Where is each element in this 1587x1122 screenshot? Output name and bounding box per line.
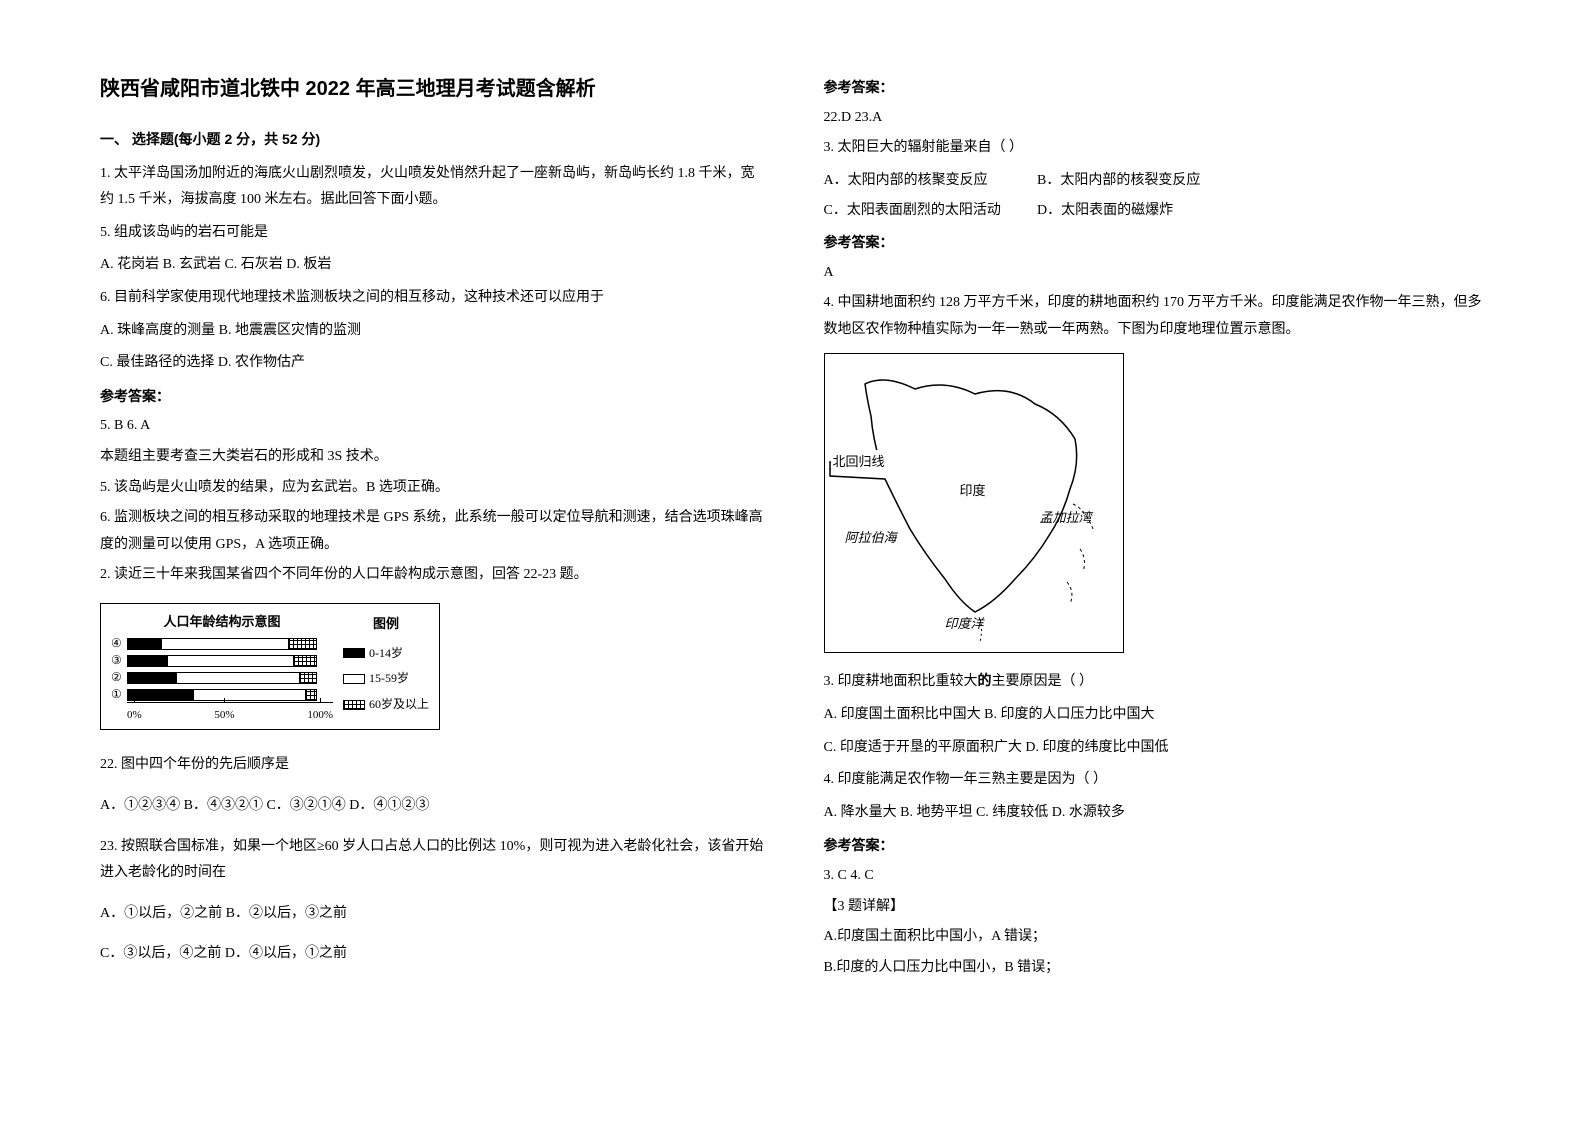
bar-seg-0-14 (128, 655, 168, 667)
q3-opts-row2: C．太阳表面剧烈的太阳活动 D．太阳表面的磁爆炸 (824, 198, 1488, 225)
bar-seg-0-14 (128, 672, 177, 684)
q3-opts-row1: A．太阳内部的核聚变反应 B．太阳内部的核裂变反应 (824, 168, 1488, 195)
q4-sub4: 4. 印度能满足农作物一年三熟主要是因为（ ） (824, 767, 1488, 794)
axis-tick-50: 50% (214, 705, 234, 726)
chart-title: 人口年龄结构示意图 (111, 610, 333, 635)
legend-swatch-hatched (343, 700, 365, 710)
q1-sub5: 5. 组成该岛屿的岩石可能是 (100, 220, 764, 247)
legend-item-60plus: 60岁及以上 (343, 693, 429, 716)
q1-exp2: 5. 该岛屿是火山喷发的结果，应为玄武岩。B 选项正确。 (100, 475, 764, 502)
section-heading: 一、 选择题(每小题 2 分，共 52 分) (100, 126, 764, 153)
legend-label-60plus: 60岁及以上 (369, 693, 429, 716)
q22: 22. 图中四个年份的先后顺序是 (100, 752, 764, 779)
q3-opt-c: C．太阳表面剧烈的太阳活动 (824, 198, 1034, 225)
q1-exp1: 本题组主要考查三大类岩石的形成和 3S 技术。 (100, 444, 764, 471)
bar-seg-60plus (306, 689, 317, 701)
q3-opt-b: B．太阳内部的核裂变反应 (1037, 173, 1200, 188)
q1-sub6-opts-a: A. 珠峰高度的测量 B. 地震震区灾情的监测 (100, 318, 764, 345)
q1-sub5-opts: A. 花岗岩 B. 玄武岩 C. 石灰岩 D. 板岩 (100, 252, 764, 279)
left-column: 陕西省咸阳市道北铁中 2022 年高三地理月考试题含解析 一、 选择题(每小题 … (100, 70, 764, 1052)
q1-sub6: 6. 目前科学家使用现代地理技术监测板块之间的相互移动，这种技术还可以应用于 (100, 285, 764, 312)
bar-seg-15-59 (162, 638, 289, 650)
q1-answer: 5. B 6. A (100, 413, 764, 440)
q22-opts: A．①②③④ B．④③②① C．③②①④ D．④①②③ (100, 793, 764, 820)
axis-tick-0: 0% (127, 705, 142, 726)
chart-legend: 图例 0-14岁 15-59岁 60岁及以上 (343, 612, 429, 716)
q4-sub4-opts: A. 降水量大 B. 地势平坦 C. 纬度较低 D. 水源较多 (824, 800, 1488, 827)
legend-item-15-59: 15-59岁 (343, 667, 429, 690)
bar-seg-0-14 (128, 689, 194, 701)
bar-seg-0-14 (128, 638, 162, 650)
map-label-ocean: 印度洋 (945, 612, 984, 637)
q4-sub3-text-b: 主要原因是（ ） (992, 674, 1094, 689)
bar-seg-15-59 (177, 672, 300, 684)
page-title: 陕西省咸阳市道北铁中 2022 年高三地理月考试题含解析 (100, 70, 764, 108)
q1-exp3: 6. 监测板块之间的相互移动采取的地理技术是 GPS 系统，此系统一般可以定位导… (100, 505, 764, 558)
bar-label: ① (111, 683, 127, 706)
q4-sub3: 3. 印度耕地面积比重较大的主要原因是（ ） (824, 667, 1488, 696)
legend-item-0-14: 0-14岁 (343, 642, 429, 665)
q23-opts-a: A．①以后，②之前 B．②以后，③之前 (100, 901, 764, 928)
map-label-tropic: 北回归线 (831, 450, 887, 475)
q3-answer: A (824, 260, 1488, 287)
q3-opt-d: D．太阳表面的磁爆炸 (1037, 203, 1173, 218)
map-label-arabian: 阿拉伯海 (845, 526, 897, 551)
bar-track (127, 672, 317, 684)
bar-seg-60plus (289, 638, 317, 650)
legend-title: 图例 (343, 612, 429, 637)
bar-row: ② (111, 671, 333, 685)
bar-seg-15-59 (168, 655, 295, 667)
q3-opt-a: A．太阳内部的核聚变反应 (824, 168, 1034, 195)
q4-answer: 3. C 4. C (824, 863, 1488, 890)
age-structure-chart: 人口年龄结构示意图 ④③②① 0% 50% 100% 图例 0-14岁 15-5… (100, 603, 440, 731)
india-map: 北回归线 印度 孟加拉湾 阿拉伯海 印度洋 (824, 353, 1124, 653)
q3-stem: 3. 太阳巨大的辐射能量来自（ ） (824, 135, 1488, 162)
india-outline (830, 380, 1077, 612)
legend-label-0-14: 0-14岁 (369, 642, 403, 665)
q4-stem: 4. 中国耕地面积约 128 万平方千米，印度的耕地面积约 170 万平方千米。… (824, 290, 1488, 343)
axis-tick-100: 100% (307, 705, 333, 726)
answer-label-r1: 参考答案： (824, 74, 1488, 101)
answer-label: 参考答案： (100, 383, 764, 410)
bar-row: ① (111, 688, 333, 702)
chart-x-axis: 0% 50% 100% (127, 702, 333, 726)
q4-exp2: B.印度的人口压力比中国小，B 错误； (824, 955, 1488, 982)
bar-track (127, 638, 317, 650)
legend-label-15-59: 15-59岁 (369, 667, 409, 690)
legend-swatch-white (343, 674, 365, 684)
bar-track (127, 689, 317, 701)
q2-stem: 2. 读近三十年来我国某省四个不同年份的人口年龄构成示意图，回答 22-23 题… (100, 562, 764, 589)
q23-opts-b: C．③以后，④之前 D．④以后，①之前 (100, 941, 764, 968)
q4-sub3-opts2: C. 印度适于开垦的平原面积广大 D. 印度的纬度比中国低 (824, 735, 1488, 762)
right-column: 参考答案： 22.D 23.A 3. 太阳巨大的辐射能量来自（ ） A．太阳内部… (824, 70, 1488, 1052)
q4-sub3-opts1: A. 印度国土面积比中国大 B. 印度的人口压力比中国大 (824, 702, 1488, 729)
q1-stem: 1. 太平洋岛国汤加附近的海底火山剧烈喷发，火山喷发处悄然升起了一座新岛屿，新岛… (100, 161, 764, 214)
ans-22-23: 22.D 23.A (824, 105, 1488, 132)
q1-sub6-opts-b: C. 最佳路径的选择 D. 农作物估产 (100, 350, 764, 377)
answer-label-q4: 参考答案： (824, 832, 1488, 859)
legend-swatch-black (343, 648, 365, 658)
bar-seg-15-59 (194, 689, 306, 701)
map-label-india: 印度 (960, 479, 986, 504)
q4-sub3-text-a: 3. 印度耕地面积比重较大 (824, 674, 978, 689)
bar-track (127, 655, 317, 667)
bar-seg-60plus (294, 655, 317, 667)
chart-bars-panel: 人口年龄结构示意图 ④③②① 0% 50% 100% (111, 610, 333, 726)
answer-label-q3: 参考答案： (824, 229, 1488, 256)
map-label-bengal: 孟加拉湾 (1040, 506, 1092, 531)
bar-row: ④ (111, 637, 333, 651)
q4-exp-h: 【3 题详解】 (824, 894, 1488, 921)
bar-rows: ④ ③ ② ① (111, 637, 333, 702)
bar-seg-60plus (300, 672, 317, 684)
bar-row: ③ (111, 654, 333, 668)
q4-exp1: A.印度国土面积比中国小，A 错误； (824, 924, 1488, 951)
q4-sub3-bold: 的 (978, 672, 992, 688)
q23: 23. 按照联合国标准，如果一个地区≥60 岁人口占总人口的比例达 10%，则可… (100, 834, 764, 887)
